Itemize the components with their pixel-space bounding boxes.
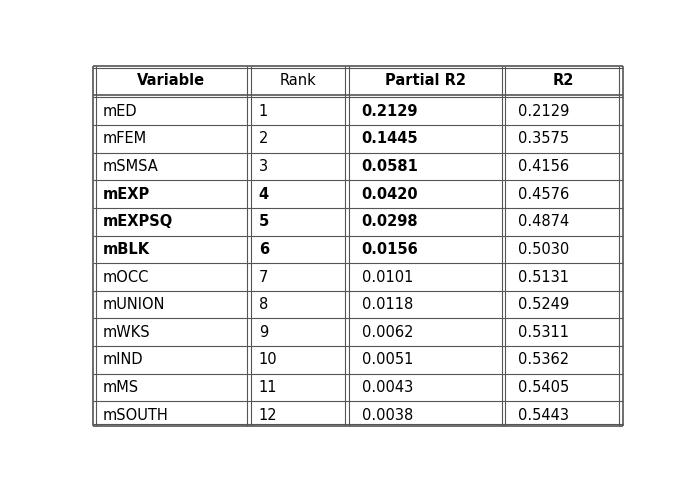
Text: 0.0051: 0.0051 [362, 352, 413, 368]
Text: 0.5131: 0.5131 [518, 270, 569, 284]
Text: R2: R2 [552, 72, 574, 88]
Text: Rank: Rank [280, 72, 316, 88]
Text: 2: 2 [259, 132, 268, 146]
Text: 3: 3 [259, 159, 268, 174]
Text: 9: 9 [259, 325, 268, 340]
Text: mOCC: mOCC [103, 270, 149, 284]
Text: 0.5405: 0.5405 [518, 380, 570, 395]
Text: 8: 8 [259, 297, 268, 312]
Text: 0.0062: 0.0062 [362, 325, 413, 340]
Text: Variable: Variable [137, 72, 205, 88]
Text: 6: 6 [259, 242, 269, 257]
Text: mIND: mIND [103, 352, 143, 368]
Text: 0.0043: 0.0043 [362, 380, 413, 395]
Text: 0.0298: 0.0298 [362, 214, 418, 229]
Text: 0.1445: 0.1445 [362, 132, 418, 146]
Text: 0.5249: 0.5249 [518, 297, 570, 312]
Text: 7: 7 [259, 270, 268, 284]
Text: 0.3575: 0.3575 [518, 132, 570, 146]
Text: mBLK: mBLK [103, 242, 149, 257]
Text: 0.0118: 0.0118 [362, 297, 413, 312]
Text: 0.0581: 0.0581 [362, 159, 419, 174]
Text: 0.0156: 0.0156 [362, 242, 419, 257]
Text: mFEM: mFEM [103, 132, 147, 146]
Text: 0.0420: 0.0420 [362, 186, 418, 202]
Text: 10: 10 [259, 352, 277, 368]
Text: 0.5030: 0.5030 [518, 242, 570, 257]
Text: 12: 12 [259, 408, 277, 422]
Text: 0.5443: 0.5443 [518, 408, 569, 422]
Text: 0.0101: 0.0101 [362, 270, 413, 284]
Text: 0.2129: 0.2129 [362, 104, 418, 118]
Text: mSMSA: mSMSA [103, 159, 158, 174]
Text: mMS: mMS [103, 380, 138, 395]
Text: 0.4874: 0.4874 [518, 214, 570, 229]
Text: 0.5362: 0.5362 [518, 352, 570, 368]
Text: Partial R2: Partial R2 [385, 72, 466, 88]
Text: mED: mED [103, 104, 137, 118]
Text: 5: 5 [259, 214, 269, 229]
Text: 11: 11 [259, 380, 277, 395]
Text: 4: 4 [259, 186, 269, 202]
Text: 0.2129: 0.2129 [518, 104, 570, 118]
Text: mUNION: mUNION [103, 297, 165, 312]
Text: mEXPSQ: mEXPSQ [103, 214, 172, 229]
Text: mSOUTH: mSOUTH [103, 408, 168, 422]
Text: mEXP: mEXP [103, 186, 149, 202]
Text: 0.0038: 0.0038 [362, 408, 413, 422]
Text: 0.4156: 0.4156 [518, 159, 570, 174]
Text: mWKS: mWKS [103, 325, 150, 340]
Text: 1: 1 [259, 104, 268, 118]
Text: 0.4576: 0.4576 [518, 186, 570, 202]
Text: 0.5311: 0.5311 [518, 325, 569, 340]
